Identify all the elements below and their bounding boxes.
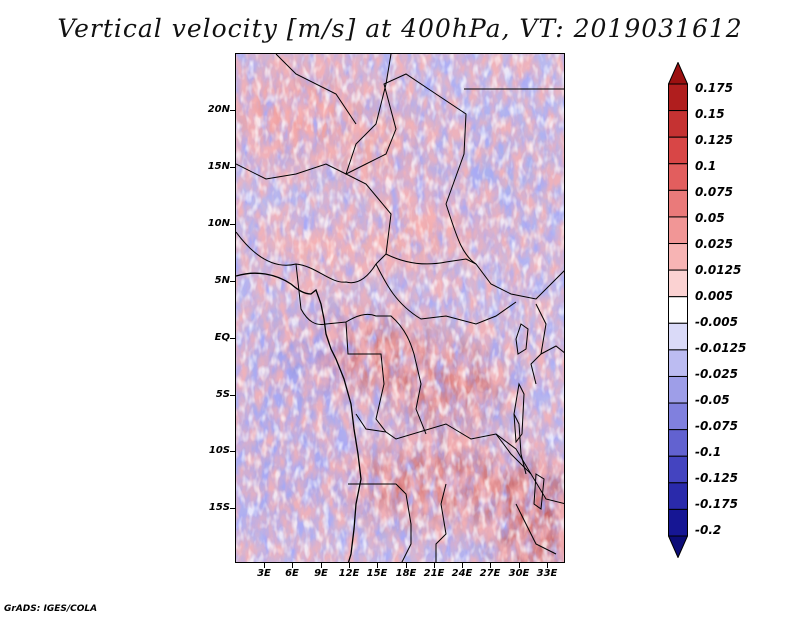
lat-tick <box>230 224 235 225</box>
velocity-field <box>236 54 564 562</box>
colorbar-swatch <box>668 429 688 457</box>
lat-label-10n: 10N <box>207 218 230 229</box>
lon-tick <box>406 563 407 568</box>
lat-tick <box>230 110 235 111</box>
chart-title: Vertical velocity [m/s] at 400hPa, VT: 2… <box>57 14 743 43</box>
lon-label-21e: 21E <box>423 568 445 579</box>
colorbar-swatch <box>668 163 688 191</box>
colorbar-label: -0.05 <box>695 393 730 407</box>
credit-text: GrADS: IGES/COLA <box>4 604 98 614</box>
colorbar-swatch <box>668 269 688 298</box>
colorbar-swatch <box>668 508 688 537</box>
lat-label-15n: 15N <box>207 161 230 172</box>
colorbar-swatch <box>668 83 688 112</box>
colorbar-label: -0.2 <box>695 523 722 537</box>
colorbar-swatch <box>668 216 688 245</box>
colorbar-swatch <box>668 349 688 377</box>
colorbar-label: 0.1 <box>695 159 717 173</box>
lat-tick <box>230 167 235 168</box>
lat-label-5s: 5S <box>215 389 230 400</box>
lon-label-33e: 33E <box>536 568 558 579</box>
colorbar-label: -0.0125 <box>695 341 747 355</box>
colorbar-label: 0.125 <box>695 133 733 147</box>
country-borders <box>236 54 564 562</box>
field-texture-white <box>236 54 564 562</box>
colorbar-swatch <box>668 455 688 484</box>
colorbar <box>668 62 688 558</box>
lat-label-10s: 10S <box>208 445 230 456</box>
colorbar-label: 0.15 <box>695 107 725 121</box>
lon-tick <box>349 563 350 568</box>
colorbar-label: -0.175 <box>695 497 738 511</box>
colorbar-swatch <box>668 322 688 351</box>
colorbar-label: 0.005 <box>695 289 733 303</box>
lon-tick <box>292 563 293 568</box>
lat-tick <box>230 451 235 452</box>
colorbar-swatch <box>668 296 688 324</box>
lon-tick <box>490 563 491 568</box>
lat-label-20n: 20N <box>207 104 230 115</box>
lon-label-15e: 15E <box>366 568 388 579</box>
colorbar-label: 0.075 <box>695 185 733 199</box>
velocity-map <box>235 53 565 563</box>
lon-label-30e: 30E <box>508 568 530 579</box>
colorbar-arrow-top <box>668 62 688 85</box>
lon-tick <box>264 563 265 568</box>
colorbar-swatch <box>668 375 688 404</box>
lat-tick <box>230 508 235 509</box>
colorbar-label: -0.125 <box>695 471 738 485</box>
lon-tick <box>377 563 378 568</box>
colorbar-swatch <box>668 136 688 165</box>
colorbar-label: -0.025 <box>695 367 738 381</box>
colorbar-label: 0.05 <box>695 211 725 225</box>
lon-tick <box>321 563 322 568</box>
lon-label-18e: 18E <box>395 568 417 579</box>
colorbar-swatch <box>668 243 688 271</box>
lat-tick <box>230 395 235 396</box>
colorbar-label: 0.0125 <box>695 263 742 277</box>
colorbar-label: 0.175 <box>695 81 733 95</box>
lon-tick <box>547 563 548 568</box>
lon-tick <box>462 563 463 568</box>
lon-label-9e: 9E <box>314 568 328 579</box>
coastline <box>236 272 362 562</box>
colorbar-label: -0.1 <box>695 445 722 459</box>
lat-tick <box>230 281 235 282</box>
colorbar-label: -0.075 <box>695 419 738 433</box>
lat-label-15s: 15S <box>208 502 230 513</box>
lakes <box>513 323 545 510</box>
lat-label-5n: 5N <box>214 275 230 286</box>
lon-label-27e: 27E <box>479 568 501 579</box>
lon-label-24e: 24E <box>451 568 473 579</box>
lon-tick <box>519 563 520 568</box>
colorbar-swatch <box>668 482 688 510</box>
colorbar-swatch <box>668 402 688 431</box>
colorbar-arrow-bottom <box>668 535 688 558</box>
lon-label-6e: 6E <box>285 568 299 579</box>
colorbar-swatch <box>668 189 688 218</box>
colorbar-swatch <box>668 110 688 138</box>
lon-tick <box>434 563 435 568</box>
lon-label-3e: 3E <box>257 568 271 579</box>
lon-label-12e: 12E <box>338 568 360 579</box>
colorbar-label: 0.025 <box>695 237 733 251</box>
lat-tick <box>230 338 235 339</box>
colorbar-label: -0.005 <box>695 315 738 329</box>
lat-label-eq: EQ <box>214 332 230 343</box>
